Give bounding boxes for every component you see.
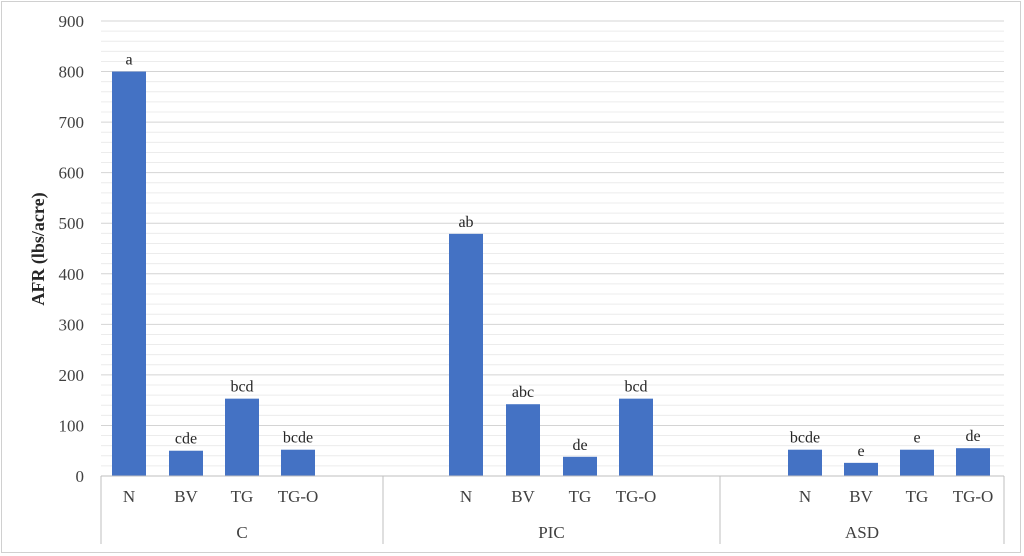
x-category-label: TG xyxy=(906,487,929,506)
bar-c-n xyxy=(112,71,146,477)
x-category-label: N xyxy=(799,487,811,506)
y-tick-label: 0 xyxy=(76,467,85,486)
bar-c-tg-o xyxy=(281,449,315,476)
data-label: cde xyxy=(175,431,197,448)
data-label: de xyxy=(572,437,587,454)
y-tick-label: 400 xyxy=(59,265,85,284)
bar-pic-tg-o xyxy=(619,398,653,476)
data-label: abc xyxy=(512,384,534,401)
x-category-label: TG-O xyxy=(616,487,657,506)
y-tick-label: 200 xyxy=(59,366,85,385)
bar-pic-tg xyxy=(563,456,597,476)
bar-pic-bv xyxy=(506,404,540,476)
data-labels: a cde bcd bcde ab abc de bcd bcde e e de xyxy=(125,52,980,460)
data-label: ab xyxy=(458,214,473,231)
bar-c-bv xyxy=(169,450,203,476)
bars xyxy=(112,71,990,477)
x-group-label: PIC xyxy=(538,523,564,542)
x-group-label: ASD xyxy=(845,523,879,542)
y-tick-label: 900 xyxy=(59,12,85,31)
x-category-label: TG xyxy=(231,487,254,506)
x-category-label: BV xyxy=(849,487,873,506)
bar-asd-bv xyxy=(844,462,878,476)
y-tick-label: 300 xyxy=(59,315,85,334)
bar-pic-n xyxy=(449,233,483,476)
y-axis-ticks: 0 100 200 300 400 500 600 700 800 900 xyxy=(59,12,85,486)
bar-asd-tg xyxy=(900,449,934,476)
x-category-label: TG-O xyxy=(953,487,994,506)
bar-c-tg xyxy=(225,398,259,476)
y-tick-label: 800 xyxy=(59,63,85,82)
y-tick-label: 600 xyxy=(59,164,85,183)
x-category-label: BV xyxy=(174,487,198,506)
x-category-label: N xyxy=(123,487,135,506)
bar-asd-n xyxy=(788,449,822,476)
data-label: a xyxy=(125,52,132,69)
x-axis: N BV TG TG-O C N BV TG TG-O PIC N BV TG TG-O ASD xyxy=(100,475,1005,544)
data-label: e xyxy=(913,430,920,447)
data-label: bcde xyxy=(283,430,313,447)
data-label: bcde xyxy=(790,430,820,447)
y-tick-label: 500 xyxy=(59,214,85,233)
x-category-label: TG-O xyxy=(278,487,319,506)
data-label: e xyxy=(857,443,864,460)
x-category-label: N xyxy=(460,487,472,506)
data-label: bcd xyxy=(230,379,253,396)
bar-asd-tg-o xyxy=(956,448,990,476)
x-category-label: BV xyxy=(511,487,535,506)
y-tick-label: 100 xyxy=(59,416,85,435)
data-label: de xyxy=(965,428,980,445)
y-axis-label: AFR (lbs/acre) xyxy=(28,192,49,305)
x-category-label: TG xyxy=(569,487,592,506)
x-group-label: C xyxy=(236,523,247,542)
y-tick-label: 700 xyxy=(59,113,85,132)
data-label: bcd xyxy=(624,379,647,396)
